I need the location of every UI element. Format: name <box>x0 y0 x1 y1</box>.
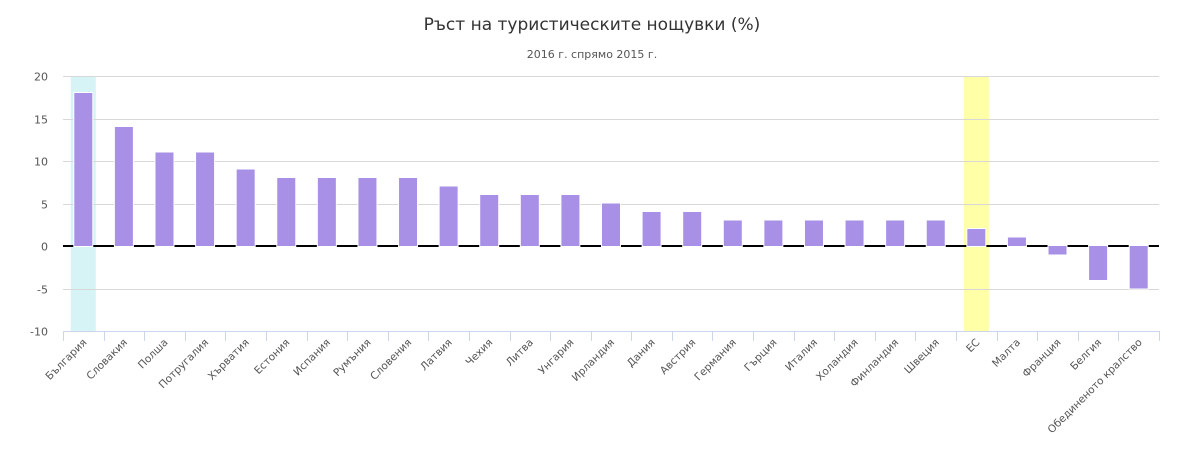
x-tick-label: Белгия <box>1068 337 1104 373</box>
bar-Гърция <box>764 220 783 246</box>
bar-Словакия <box>114 127 133 246</box>
x-tick-label: Швеция <box>902 337 942 377</box>
y-tick-label: 20 <box>34 71 48 84</box>
y-tick-label: 10 <box>34 156 48 169</box>
x-tick-label: Франция <box>1020 337 1063 380</box>
bar-Литва <box>520 195 539 246</box>
x-tick-label: Естония <box>252 337 292 377</box>
x-tick-label: ЕС <box>964 337 982 355</box>
x-tick-label: Словения <box>368 337 414 383</box>
chart-title: Ръст на туристическите нощувки (%) <box>424 15 761 35</box>
bar-Холандия <box>845 220 864 246</box>
x-tick-label: Хърватия <box>206 337 252 383</box>
bar-Испания <box>317 178 336 246</box>
bar-Словения <box>399 178 418 246</box>
x-tick-label: Чехия <box>464 337 496 369</box>
x-tick-label: Испания <box>291 337 333 379</box>
x-tick-label: България <box>43 337 89 383</box>
bar-Хърватия <box>236 169 255 246</box>
bar-Чехия <box>480 195 499 246</box>
bar-Франция <box>1048 246 1067 255</box>
bar-Ирландия <box>602 203 620 246</box>
bar-Обединеното кралство <box>1129 246 1148 289</box>
bar-Полша <box>155 152 174 246</box>
x-tick-label: Гърция <box>742 337 779 374</box>
bar-ЕС <box>967 229 986 246</box>
bar-Латвия <box>439 186 458 246</box>
x-tick-label: Малта <box>990 337 1023 370</box>
y-tick-label: 5 <box>41 199 48 212</box>
bar-Унгария <box>561 195 580 246</box>
bar-Потругалия <box>196 152 215 246</box>
y-tick-label: 15 <box>34 114 48 127</box>
bar-Швеция <box>926 220 945 246</box>
x-tick-label: Италия <box>783 337 820 374</box>
x-tick-label: Румъния <box>331 337 373 379</box>
bar-Белгия <box>1089 246 1108 280</box>
x-tick-label: Унгария <box>536 337 576 377</box>
bar-Дания <box>642 212 661 246</box>
bar-Финландия <box>886 220 905 246</box>
bar-Румъния <box>358 178 377 246</box>
bar-Австрия <box>683 212 702 246</box>
bar-Малта <box>1007 237 1026 246</box>
chart-subtitle: 2016 г. спрямо 2015 г. <box>527 48 657 61</box>
y-tick-label: -10 <box>30 326 48 339</box>
x-tick-label: Литва <box>504 337 536 369</box>
x-tick-label: Полша <box>136 337 171 372</box>
x-tick-label: Словакия <box>84 337 130 383</box>
bar-Италия <box>804 220 823 246</box>
highlight-band <box>963 76 989 331</box>
x-tick-label: Ирландия <box>570 337 617 384</box>
y-tick-label: -5 <box>37 284 48 297</box>
bar-България <box>74 93 93 246</box>
x-tick-label: Германия <box>692 337 739 384</box>
bar-Естония <box>277 178 296 246</box>
x-tick-label: Дания <box>625 337 658 370</box>
x-tick-label: Австрия <box>658 337 698 377</box>
y-tick-label: 0 <box>41 241 48 254</box>
bar-Германия <box>723 220 742 246</box>
x-tick-label: Латвия <box>418 337 455 374</box>
